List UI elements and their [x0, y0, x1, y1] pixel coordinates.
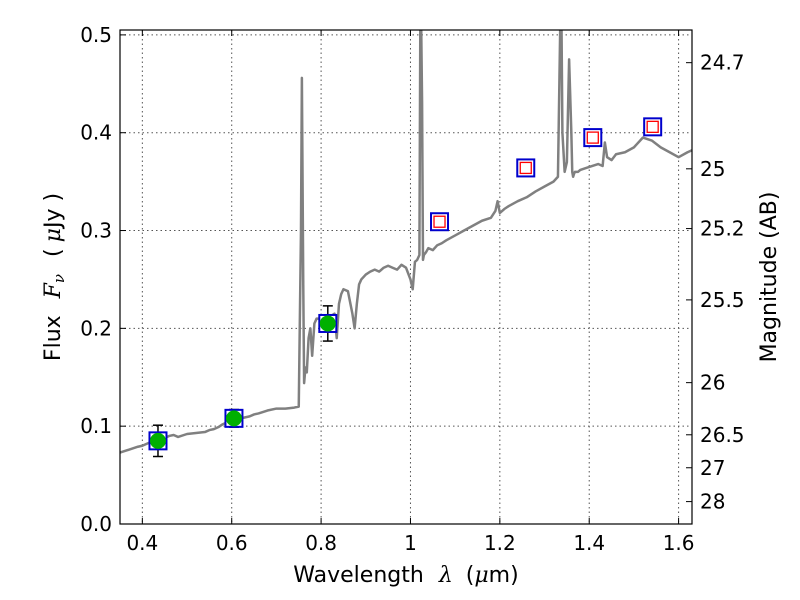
y-tick-label: 0.0 — [80, 512, 112, 536]
observed-point — [319, 315, 336, 332]
x-axis-ticks: 0.4 0.6 0.8 1 1.2 1.4 1.6 — [126, 30, 695, 555]
model-inner-box-marker — [433, 215, 446, 228]
x-tick-label: 0.4 — [126, 531, 158, 555]
model-inner-box-marker — [646, 120, 659, 133]
y-axis-ticks: 0.0 0.1 0.2 0.3 0.4 0.5 — [80, 23, 126, 536]
y-tick-label: 0.5 — [80, 23, 112, 47]
y2-tick-label: 27 — [700, 456, 725, 480]
x-axis-label: Wavelength λ (μm) — [293, 563, 518, 588]
y2-tick-label: 24.7 — [700, 51, 745, 75]
plot-frame — [119, 29, 693, 525]
x-tick-label: 0.8 — [305, 531, 337, 555]
y-tick-label: 0.3 — [80, 219, 112, 243]
y-tick-label: 0.1 — [80, 414, 112, 438]
model-inner-box-marker — [586, 131, 599, 144]
x-tick-label: 1 — [404, 531, 417, 555]
model-inner-box-marker — [519, 161, 532, 175]
x-tick-label: 1.6 — [663, 531, 695, 555]
y2-tick-label: 25 — [700, 157, 725, 181]
y2-axis-ticks: 24.7 25 25.2 25.5 26 26.5 27 28 — [686, 51, 745, 514]
x-tick-label: 1.4 — [573, 531, 605, 555]
y2-tick-label: 26.5 — [700, 423, 745, 447]
x-tick-label: 1.2 — [484, 531, 516, 555]
spectrum-series — [120, 30, 692, 454]
y2-axis-label: Magnitude (AB) — [757, 192, 782, 363]
y-tick-label: 0.4 — [80, 121, 112, 145]
x-tick-label: 0.6 — [216, 531, 248, 555]
y2-tick-label: 28 — [700, 490, 725, 514]
y-axis-label: Flux Fν (μJy ) — [41, 193, 70, 361]
y2-tick-label: 25.2 — [700, 217, 745, 241]
observed-point — [225, 410, 242, 427]
photometry-markers — [148, 117, 663, 458]
y-tick-label: 0.2 — [80, 316, 112, 340]
spectrum-line — [120, 30, 692, 454]
observed-point — [149, 432, 166, 449]
y2-tick-label: 25.5 — [700, 288, 745, 312]
y2-tick-label: 26 — [700, 371, 725, 395]
